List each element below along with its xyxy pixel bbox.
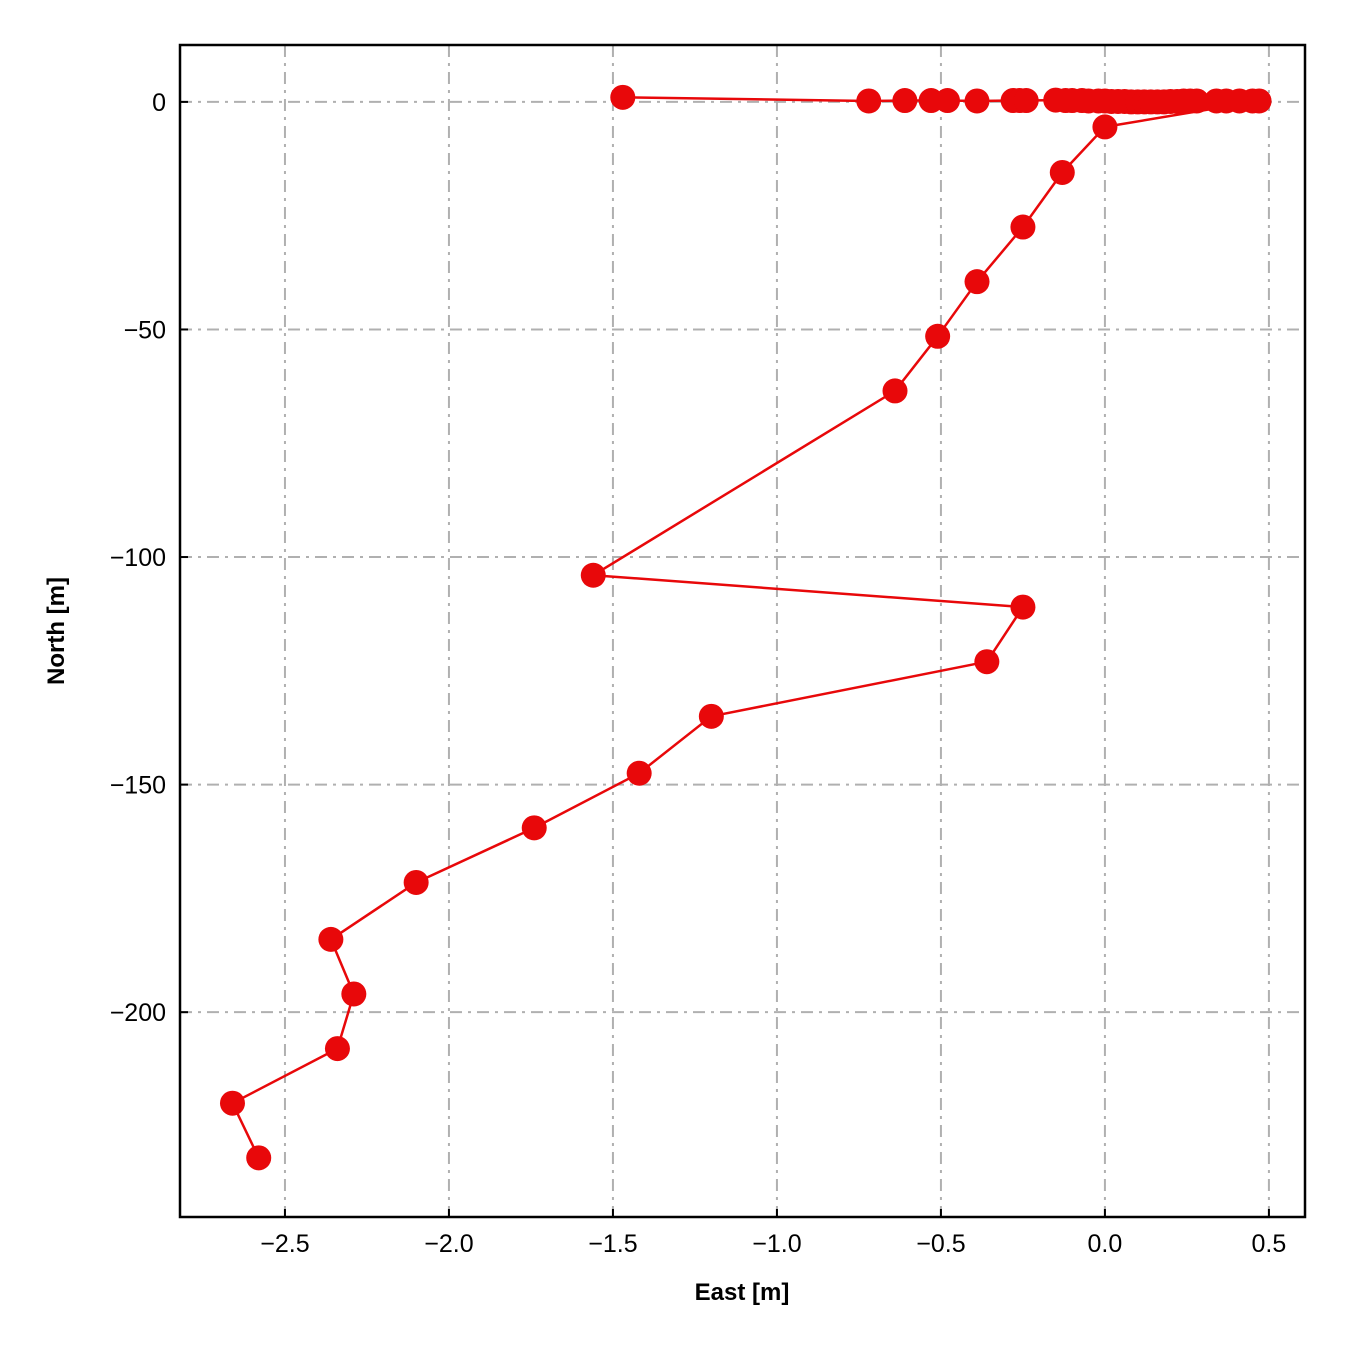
x-tick-label: 0.5 (1252, 1230, 1287, 1258)
y-tick-label: −200 (110, 999, 166, 1027)
data-point (610, 84, 636, 110)
x-tick-label: −0.5 (916, 1230, 965, 1258)
x-tick-label: −2.5 (260, 1230, 309, 1258)
y-tick-label: −100 (110, 544, 166, 572)
data-point (219, 1090, 245, 1116)
data-point (1184, 88, 1210, 114)
data-point (1010, 214, 1036, 240)
y-tick-label: −150 (110, 772, 166, 800)
data-point (1246, 88, 1272, 114)
grid (180, 45, 1305, 1217)
series-trajectory (219, 84, 1272, 1171)
x-tick-label: −2.0 (424, 1230, 473, 1258)
data-point (626, 760, 652, 786)
x-tick-label: −1.5 (588, 1230, 637, 1258)
data-point (324, 1036, 350, 1062)
x-axis-label: East [m] (695, 1279, 790, 1306)
data-point (698, 703, 724, 729)
data-point (403, 869, 429, 895)
data-point (964, 269, 990, 295)
data-point (1092, 114, 1118, 140)
y-axis-label: North [m] (43, 577, 70, 685)
data-point (856, 88, 882, 114)
axis-ticks: −2.5 −2.0 −1.5 −1.0 −0.5 0.0 0.5 0 −50 −100 −150 −2… (110, 89, 1287, 1258)
plot-frame (178, 43, 1307, 1219)
x-tick-label: −1.0 (752, 1230, 801, 1258)
data-point (925, 323, 951, 349)
data-point (341, 981, 367, 1007)
data-point (1049, 159, 1075, 185)
x-tick-label: 0.0 (1088, 1230, 1123, 1258)
data-point (882, 378, 908, 404)
data-point (580, 562, 606, 588)
y-tick-label: −50 (124, 316, 166, 344)
data-point (521, 815, 547, 841)
data-point (1010, 594, 1036, 620)
y-tick-label: 0 (152, 89, 166, 117)
data-point (318, 926, 344, 952)
data-point (246, 1145, 272, 1171)
data-point (974, 649, 1000, 675)
data-point (1013, 88, 1039, 114)
data-point (892, 88, 918, 114)
data-point (964, 88, 990, 114)
data-point (934, 88, 960, 114)
